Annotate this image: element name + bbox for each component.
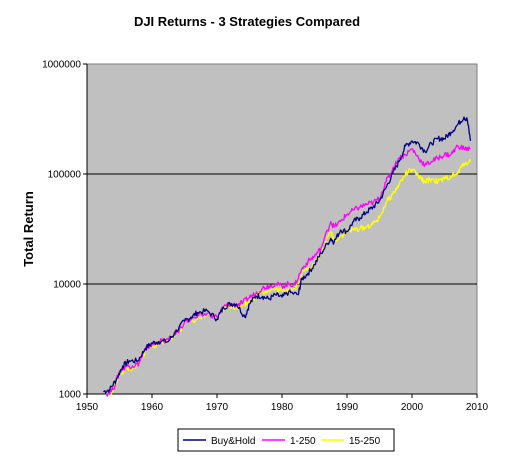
x-tick-label: 2000 (401, 402, 424, 413)
x-tick-label: 1950 (76, 402, 99, 413)
x-tick-label: 1990 (336, 402, 359, 413)
y-tick-label: 10000 (53, 280, 81, 291)
series-line-buy-hold (103, 116, 472, 394)
series-line-15-250 (106, 158, 472, 396)
series-lines (103, 116, 472, 397)
axis-ticks: 1000 10000 100000 1000000 1950 1960 1970 1980 19… (42, 60, 488, 414)
y-axis-label: Total Return (21, 191, 36, 267)
x-tick-label: 1960 (141, 402, 164, 413)
legend-label-buyhold: Buy&Hold (211, 436, 255, 447)
chart-title: DJI Returns - 3 Strategies Compared (134, 14, 360, 29)
legend-label-1-250: 1-250 (290, 436, 316, 447)
plot-area (86, 63, 478, 395)
gridlines (87, 173, 477, 285)
x-tick-label: 1970 (206, 402, 229, 413)
y-tick-label: 1000 (59, 390, 82, 401)
y-tick-label: 100000 (48, 170, 82, 181)
legend-box (177, 428, 395, 452)
series-line-1-250 (105, 144, 471, 397)
legend: Buy&Hold 1-250 15-250 (177, 428, 395, 452)
x-tick-label: 2010 (466, 402, 489, 413)
y-tick-label: 1000000 (42, 60, 81, 71)
legend-label-15-250: 15-250 (349, 436, 381, 447)
x-tick-label: 1980 (271, 402, 294, 413)
